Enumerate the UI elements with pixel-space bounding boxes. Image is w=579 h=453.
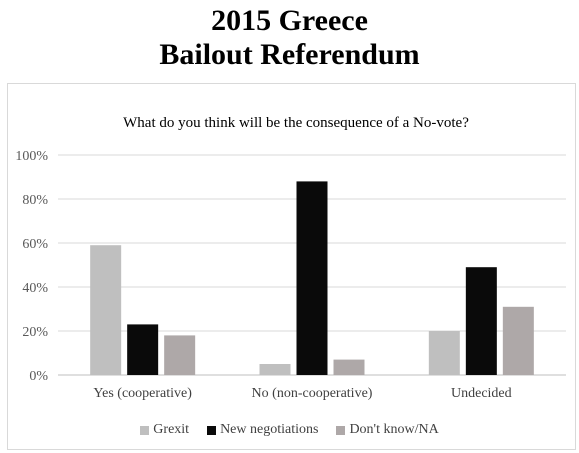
legend-item-new-negotiations: New negotiations — [207, 422, 318, 438]
main-title: 2015 Greece Bailout Referendum — [0, 4, 579, 72]
bar-new-negotiations-2 — [465, 267, 497, 375]
y-axis-ticks: 0% 20% 40% 60% 80% 100% — [15, 149, 48, 384]
y-tick-label: 20% — [22, 325, 48, 340]
y-tick-label: 60% — [22, 237, 48, 252]
main-title-line2: Bailout Referendum — [159, 38, 420, 71]
x-tick-label: Undecided — [451, 386, 512, 401]
legend-label-dont-know: Don't know/NA — [349, 422, 439, 437]
main-title-line1: 2015 Greece — [211, 4, 368, 37]
bar-don-t-know-na-0 — [164, 335, 196, 375]
legend-swatch-new-negotiations — [207, 425, 217, 435]
legend-label-grexit: Grexit — [153, 422, 190, 437]
bar-new-negotiations-1 — [296, 181, 328, 375]
y-tick-label: 40% — [22, 281, 48, 296]
x-tick-label: No (non-cooperative) — [252, 386, 373, 401]
bar-grexit-2 — [428, 331, 460, 375]
y-tick-label: 0% — [29, 369, 48, 384]
legend-swatch-grexit — [140, 425, 150, 435]
legend-label-new-negotiations: New negotiations — [220, 422, 319, 437]
bar-don-t-know-na-2 — [502, 306, 534, 375]
bar-new-negotiations-0 — [127, 324, 159, 375]
bar-grexit-1 — [259, 364, 291, 375]
legend-item-dont-know: Don't know/NA — [336, 422, 439, 438]
bars — [90, 181, 534, 375]
legend: Grexit New negotiations Don't know/NA — [0, 422, 579, 438]
y-tick-label: 80% — [22, 193, 48, 208]
legend-item-grexit: Grexit — [140, 422, 189, 438]
y-tick-label: 100% — [15, 149, 48, 164]
chart-subtitle: What do you think will be the consequenc… — [123, 115, 469, 131]
x-axis-labels: Yes (cooperative) No (non-cooperative) Und… — [93, 386, 511, 401]
bar-grexit-0 — [90, 245, 122, 375]
x-tick-label: Yes (cooperative) — [93, 386, 192, 401]
bar-don-t-know-na-1 — [333, 359, 365, 375]
legend-swatch-dont-know — [336, 425, 346, 435]
